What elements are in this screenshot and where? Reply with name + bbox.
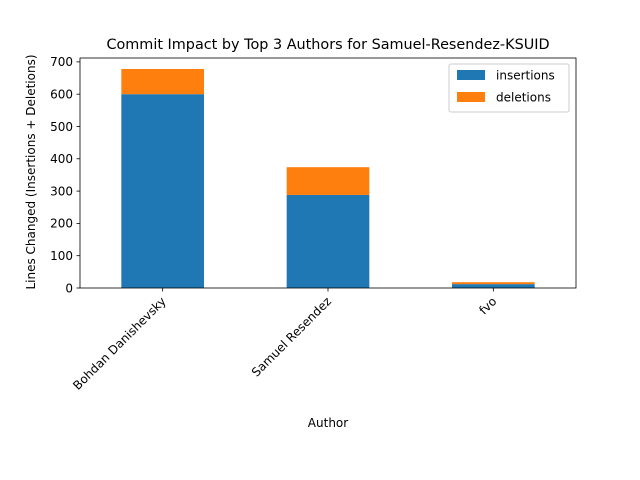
chart-title: Commit Impact by Top 3 Authors for Samue… <box>106 37 549 53</box>
bar-insertions-0 <box>121 94 204 288</box>
y-tick-label: 0 <box>65 281 73 295</box>
x-tick-label: fvo <box>476 294 499 317</box>
bar-deletions-2 <box>452 282 535 285</box>
bar-insertions-1 <box>286 194 370 288</box>
legend: insertions deletions <box>448 63 570 113</box>
y-tick-label: 200 <box>50 217 73 231</box>
bars-layer <box>121 68 535 288</box>
y-tick-label: 100 <box>50 249 73 263</box>
legend-label-deletions: deletions <box>496 91 551 105</box>
bar-deletions-0 <box>121 68 204 95</box>
x-axis-label: Author <box>308 416 348 430</box>
legend-swatch-insertions <box>457 70 485 80</box>
plot-frame <box>79 57 577 289</box>
y-tick-label: 500 <box>50 120 73 134</box>
x-axis: Bohdan Danishevsky Samuel Resendez fvo <box>70 288 499 393</box>
y-tick-label: 700 <box>50 55 73 69</box>
y-tick-label: 300 <box>50 184 73 198</box>
y-tick-label: 400 <box>50 152 73 166</box>
legend-label-insertions: insertions <box>496 69 555 83</box>
y-axis: 0 100 200 300 400 500 600 700 <box>50 55 80 295</box>
y-axis-label: Lines Changed (Insertions + Deletions) <box>24 54 38 289</box>
x-tick-label: Bohdan Danishevsky <box>70 294 169 393</box>
legend-swatch-deletions <box>457 92 485 102</box>
bar-insertions-2 <box>452 284 535 288</box>
x-tick-label: Samuel Resendez <box>249 294 334 379</box>
y-tick-label: 600 <box>50 87 73 101</box>
bar-deletions-1 <box>286 167 370 195</box>
